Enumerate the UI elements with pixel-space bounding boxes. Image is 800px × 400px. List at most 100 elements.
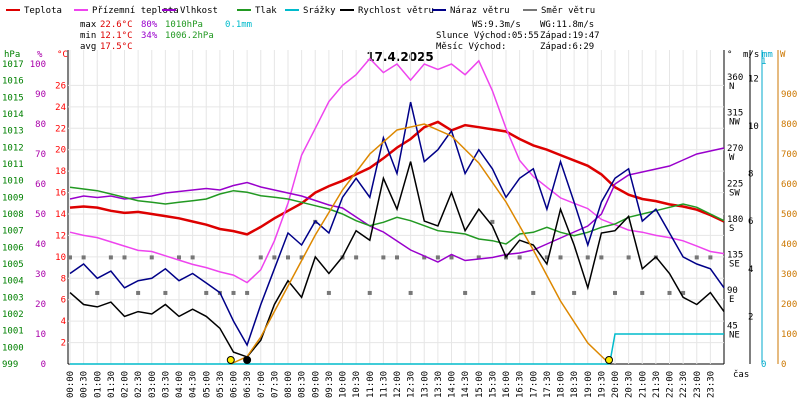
chart-title: 17.4.2025 [366, 50, 434, 64]
pct-tick-label: 10 [35, 330, 46, 340]
stat-max-press: 1010hPa [165, 20, 203, 30]
hpa-tick-label: 1014 [2, 110, 24, 120]
series-line [69, 120, 725, 236]
x-tick-label: 14:00 [448, 371, 458, 398]
x-tick-label: 16:00 [502, 371, 512, 398]
degc-tick-label: 22 [55, 124, 66, 134]
x-tick-label: 01:30 [107, 371, 117, 398]
wind-direction-point [490, 219, 495, 224]
wind-direction-point [517, 255, 522, 260]
wind-direction-point [558, 255, 563, 260]
wind-direction-point [463, 290, 468, 295]
x-tick-label: 14:30 [461, 371, 471, 398]
hpa-tick-label: 1005 [2, 260, 24, 270]
stat-max-label: max [80, 20, 97, 30]
ms-tick-label: 8 [748, 170, 753, 180]
wind-direction-point [326, 290, 331, 295]
x-tick-label: 10:00 [339, 371, 349, 398]
pct-tick-label: 90 [35, 90, 46, 100]
stat-min-label: min [80, 31, 96, 41]
x-tick-label: 21:00 [638, 371, 648, 398]
axis-unit-dir: ° [727, 50, 732, 60]
stat-min-press: 1006.2hPa [165, 31, 214, 41]
degc-tick-label: 2 [61, 339, 66, 349]
x-tick-label: 03:30 [161, 371, 171, 398]
x-tick-label: 07:00 [257, 371, 267, 398]
ms-tick-label: 10 [748, 122, 759, 132]
dir-tick-label: 270 [727, 144, 743, 154]
wind-direction-point [531, 290, 536, 295]
wm2-tick-label: 700 [781, 150, 797, 160]
ms-tick-label: 4 [748, 265, 753, 275]
wind-direction-point [258, 255, 263, 260]
wind-direction-point [177, 255, 181, 260]
degc-tick-label: 20 [55, 146, 66, 156]
stat-max-rain: 0.1mm [225, 20, 252, 30]
wm2-tick-label: 100 [781, 330, 797, 340]
axis-unit-mm: mm [762, 50, 773, 60]
hpa-tick-label: 999 [2, 360, 18, 370]
degc-tick-label: 4 [61, 317, 66, 327]
plot-area [68, 57, 725, 365]
sun-marker [605, 356, 614, 364]
sun-marker [243, 356, 252, 364]
x-tick-label: 11:00 [366, 371, 376, 398]
legend-label: Rychlost větru [358, 6, 434, 16]
wind-direction-point [435, 255, 440, 260]
x-tick-label: 10:30 [352, 371, 362, 398]
wind-direction-point [81, 255, 86, 260]
x-tick-label: 22:30 [679, 371, 689, 398]
info-wg: WG:11.8m/s [540, 20, 594, 30]
x-tick-label: 04:30 [189, 371, 199, 398]
legend-label: Přízemní teplota [92, 6, 179, 16]
wind-direction-point [299, 255, 304, 260]
stats-block: max 22.6°C 80% 1010hPa 0.1mm min 12.1°C … [80, 20, 252, 52]
x-tick-label: 13:30 [434, 371, 444, 398]
pct-tick-label: 30 [35, 270, 46, 280]
wind-direction-point [681, 290, 686, 295]
x-tick-label: 01:00 [93, 371, 103, 398]
degc-tick-label: 8 [61, 274, 66, 284]
wind-direction-point [422, 255, 427, 260]
wm2-tick-label: 600 [781, 180, 797, 190]
pct-tick-label: 50 [35, 210, 46, 220]
legend-label: Vlhkost [180, 6, 218, 16]
wind-direction-point [136, 290, 141, 295]
hpa-tick-label: 1007 [2, 227, 24, 237]
stat-max-temp: 22.6°C [100, 20, 133, 30]
x-tick-label: 09:00 [311, 371, 321, 398]
series-line [69, 161, 725, 358]
wind-direction-point [108, 255, 113, 260]
wind-direction-point [449, 255, 454, 260]
dir-tick-label: 90 [727, 286, 738, 296]
x-tick-label: 06:00 [230, 371, 240, 398]
legend-label: Srážky [303, 6, 336, 16]
wind-direction-point [354, 255, 359, 260]
hpa-tick-label: 1017 [2, 60, 24, 70]
degc-tick-label: 18 [55, 167, 66, 177]
hpa-tick-label: 1004 [2, 277, 24, 287]
wind-direction-point [68, 255, 72, 260]
x-tick-label: 05:00 [202, 371, 212, 398]
wm2-tick-label: 0 [781, 360, 786, 370]
pct-tick-label: 60 [35, 180, 46, 190]
info-sunrise: Slunce Východ:05:55 [436, 31, 539, 41]
series-line [230, 123, 611, 365]
wind-direction-point [367, 290, 372, 295]
x-tick-label: 08:00 [284, 371, 294, 398]
x-tick-label: 23:30 [706, 371, 716, 398]
dir-tick-compass: NW [729, 117, 740, 127]
x-tick-label: 17:00 [529, 371, 539, 398]
wm2-tick-label: 400 [781, 240, 797, 250]
wind-direction-point [544, 255, 549, 260]
degc-tick-label: 26 [55, 81, 66, 91]
hpa-tick-label: 1010 [2, 177, 24, 187]
ms-tick-label: 6 [748, 217, 753, 227]
x-tick-label: 20:00 [611, 371, 621, 398]
wind-direction-point [122, 255, 127, 260]
x-tick-label: 23:00 [693, 371, 703, 398]
x-tick-label: 07:30 [270, 371, 280, 398]
pct-tick-label: 20 [35, 300, 46, 310]
wm2-tick-label: 900 [781, 90, 797, 100]
